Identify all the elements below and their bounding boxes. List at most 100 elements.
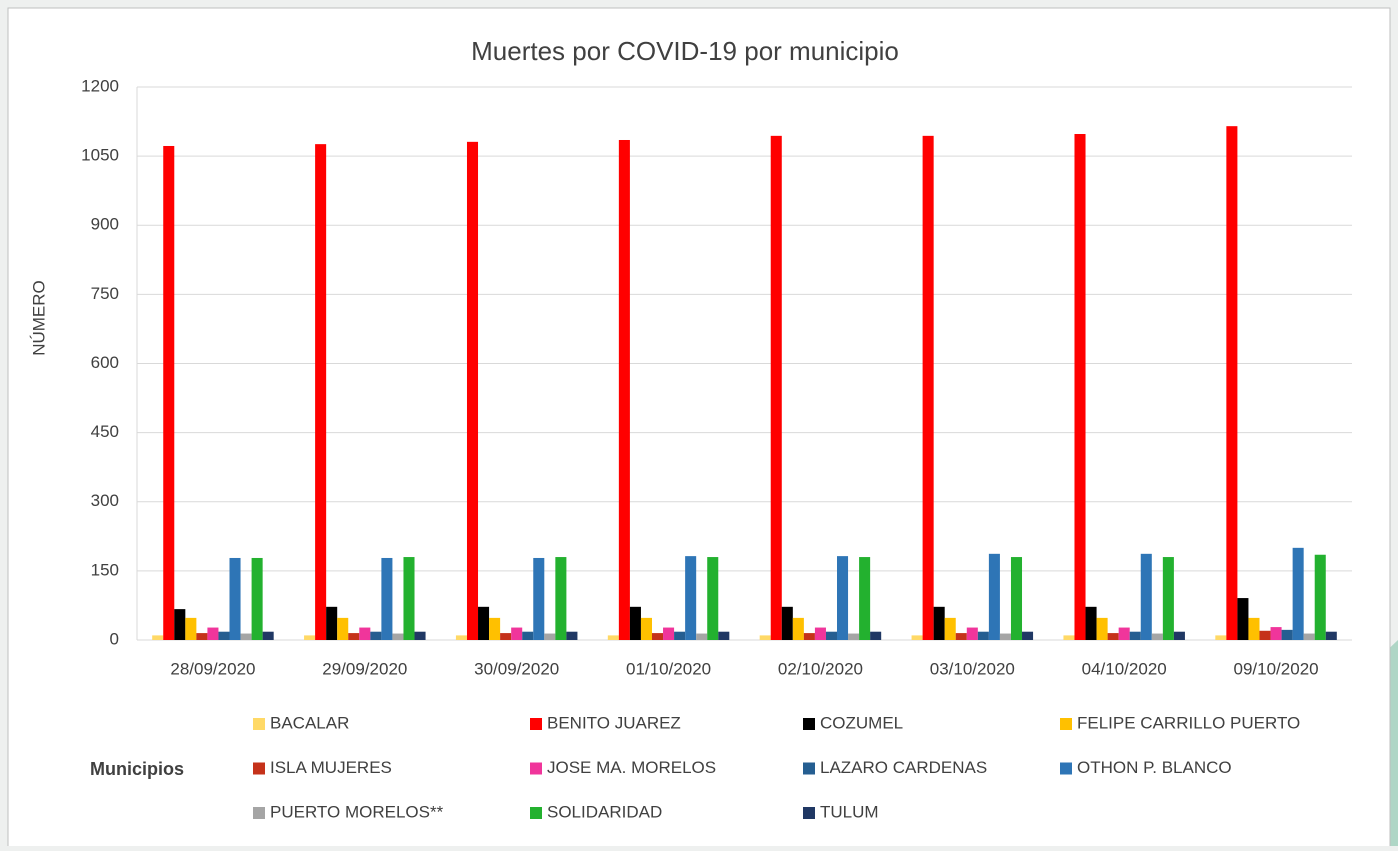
legend-swatch	[253, 762, 265, 775]
legend-label: PUERTO MORELOS**	[270, 802, 444, 821]
legend-swatch	[253, 807, 265, 819]
bar	[837, 556, 849, 640]
bar	[848, 633, 860, 640]
y-axis-label: NÚMERO	[29, 280, 48, 356]
x-tick-label: 09/10/2020	[1234, 659, 1319, 678]
bar	[163, 145, 175, 640]
x-tick-label: 01/10/2020	[626, 659, 711, 678]
bar	[955, 633, 967, 640]
bar	[1140, 553, 1152, 640]
legend-label: OTHON P. BLANCO	[1077, 758, 1232, 777]
bar	[629, 606, 641, 640]
bar	[555, 557, 567, 640]
bar	[466, 141, 479, 640]
legend-label: COZUMEL	[820, 713, 903, 732]
bar	[251, 557, 263, 640]
bar	[1281, 629, 1293, 640]
y-tick-label: 0	[110, 629, 119, 648]
bar	[414, 631, 426, 640]
x-tick-label: 04/10/2020	[1082, 659, 1167, 678]
bar	[544, 633, 556, 640]
bar	[315, 144, 327, 641]
bar	[707, 557, 719, 640]
bar	[607, 635, 619, 640]
bar	[825, 631, 838, 640]
bar	[403, 557, 415, 640]
bar	[185, 617, 197, 640]
bar	[911, 635, 923, 640]
bar	[933, 606, 945, 640]
bar	[1162, 557, 1174, 640]
bar	[1270, 627, 1282, 640]
legend-swatch	[530, 807, 542, 819]
bar	[966, 627, 978, 640]
bar	[759, 635, 771, 640]
bar	[174, 609, 186, 640]
legend-swatch	[530, 718, 542, 730]
bar	[640, 617, 652, 640]
legend-label: BACALAR	[270, 713, 349, 732]
bar	[370, 631, 382, 640]
legend-label: BENITO JUAREZ	[547, 713, 681, 732]
chart-title: Muertes por COVID-19 por municipio	[471, 36, 899, 66]
bar	[1237, 598, 1249, 640]
bar	[533, 557, 545, 640]
bar	[207, 627, 219, 640]
y-tick-label: 900	[91, 215, 119, 234]
y-tick-label: 1050	[81, 146, 119, 165]
bar	[1292, 547, 1304, 640]
legend-swatch	[530, 762, 542, 775]
bar	[511, 627, 523, 640]
bar	[1173, 631, 1185, 640]
bar	[196, 633, 208, 640]
bar	[337, 617, 349, 640]
bar	[455, 635, 467, 640]
legend-swatch	[1060, 718, 1072, 730]
bar	[1022, 631, 1034, 640]
legend-swatch	[803, 762, 815, 775]
chart-area	[7, 7, 1391, 851]
bar	[1063, 635, 1075, 640]
legend-label: SOLIDARIDAD	[547, 802, 662, 821]
legend-title: Municipios	[90, 759, 184, 779]
bar	[1151, 633, 1163, 640]
bar	[696, 633, 708, 640]
legend-swatch	[253, 718, 265, 730]
legend-swatch	[1060, 762, 1072, 775]
x-tick-label: 02/10/2020	[778, 659, 863, 678]
bar	[1325, 631, 1337, 640]
bar	[1096, 617, 1108, 640]
bar	[1226, 126, 1238, 640]
bar	[348, 633, 360, 640]
bar	[814, 627, 826, 640]
bar	[859, 557, 871, 640]
y-tick-label: 1200	[81, 76, 119, 95]
bar	[326, 606, 338, 640]
bar	[1085, 606, 1097, 640]
x-tick-label: 28/09/2020	[170, 659, 255, 678]
x-tick-label: 29/09/2020	[322, 659, 407, 678]
bar	[489, 617, 501, 640]
bar	[522, 631, 534, 640]
x-tick-label: 30/09/2020	[474, 659, 559, 678]
bar	[1010, 557, 1023, 640]
legend-label: ISLA MUJERES	[270, 758, 392, 777]
x-tick-label: 03/10/2020	[930, 659, 1015, 678]
bar	[618, 139, 630, 640]
bar	[803, 633, 815, 640]
bar	[922, 135, 934, 640]
bar	[999, 633, 1011, 640]
bar	[262, 631, 274, 640]
bar	[977, 631, 989, 640]
y-tick-label: 600	[91, 353, 119, 372]
bar	[381, 557, 393, 640]
bar	[988, 553, 1000, 640]
y-tick-label: 750	[91, 284, 119, 303]
y-tick-label: 150	[91, 560, 119, 579]
legend-label: LAZARO CARDENAS	[820, 758, 987, 777]
bar	[770, 135, 782, 640]
bar	[1314, 554, 1326, 640]
bar	[1129, 631, 1141, 640]
